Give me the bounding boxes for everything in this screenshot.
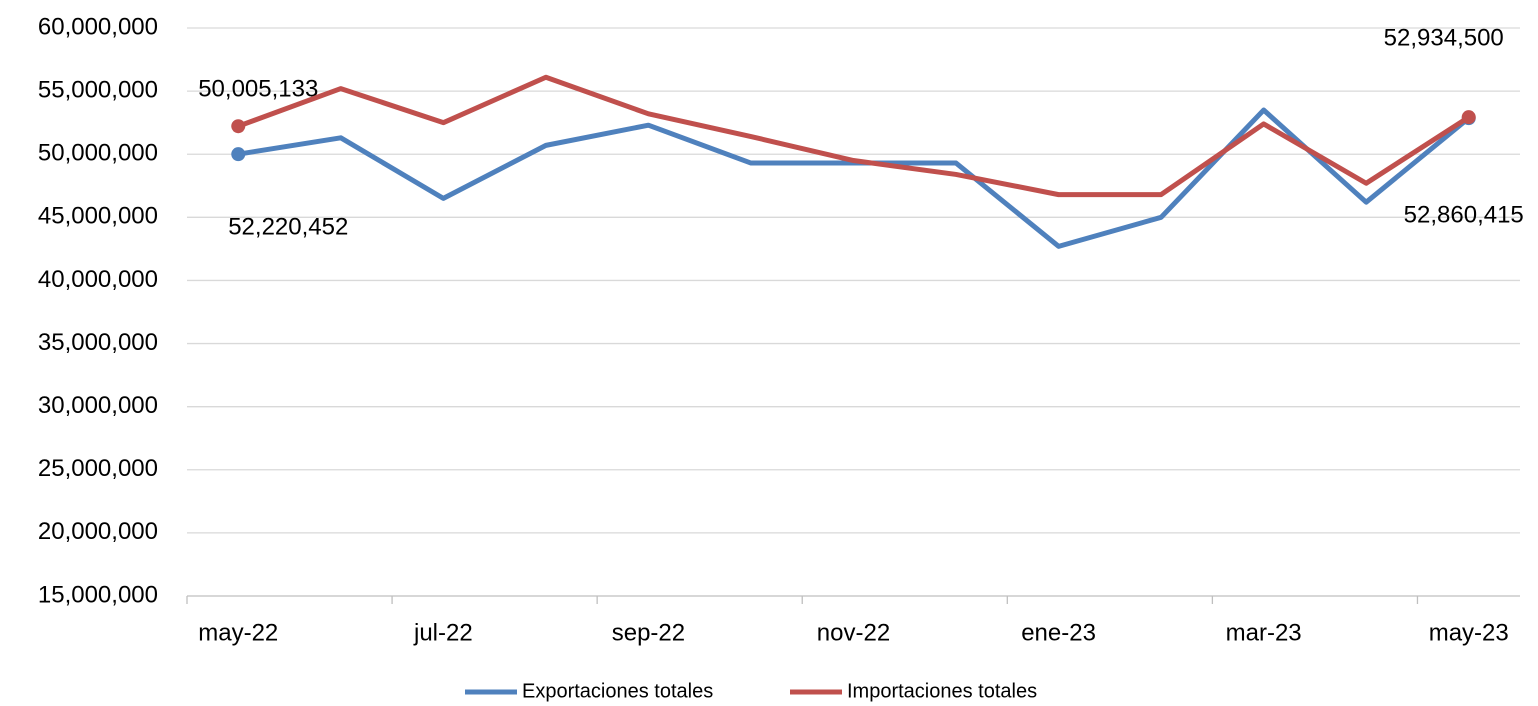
data-label: 50,005,133 xyxy=(198,76,318,103)
x-tick-label: ene-23 xyxy=(1021,619,1096,646)
x-tick-label: jul-22 xyxy=(413,619,473,646)
series-line xyxy=(237,74,1471,198)
y-tick-label: 45,000,000 xyxy=(38,203,158,230)
y-tick-label: 55,000,000 xyxy=(38,76,158,103)
x-tick-label: nov-22 xyxy=(817,619,890,646)
y-tick-label: 35,000,000 xyxy=(38,329,158,356)
data-label: 52,220,452 xyxy=(228,214,348,241)
y-tick-label: 15,000,000 xyxy=(38,581,158,608)
point-marker xyxy=(231,119,246,134)
legend-label: Importaciones totales xyxy=(847,680,1037,702)
y-tick-label: 25,000,000 xyxy=(38,455,158,482)
series-line xyxy=(237,107,1471,249)
x-tick-label: mar-23 xyxy=(1226,619,1302,646)
y-tick-label: 20,000,000 xyxy=(38,518,158,545)
y-tick-label: 30,000,000 xyxy=(38,392,158,419)
point-marker xyxy=(1461,110,1476,125)
data-label: 52,934,500 xyxy=(1384,25,1504,52)
x-tick-label: may-22 xyxy=(198,619,278,646)
y-tick-label: 50,000,000 xyxy=(38,140,158,167)
y-tick-label: 60,000,000 xyxy=(38,13,158,40)
x-tick-label: sep-22 xyxy=(612,619,685,646)
point-marker xyxy=(231,147,246,162)
legend-label: Exportaciones totales xyxy=(522,680,713,702)
data-label: 52,860,415 xyxy=(1404,201,1524,228)
y-tick-label: 40,000,000 xyxy=(38,266,158,293)
x-tick-label: may-23 xyxy=(1429,619,1509,646)
